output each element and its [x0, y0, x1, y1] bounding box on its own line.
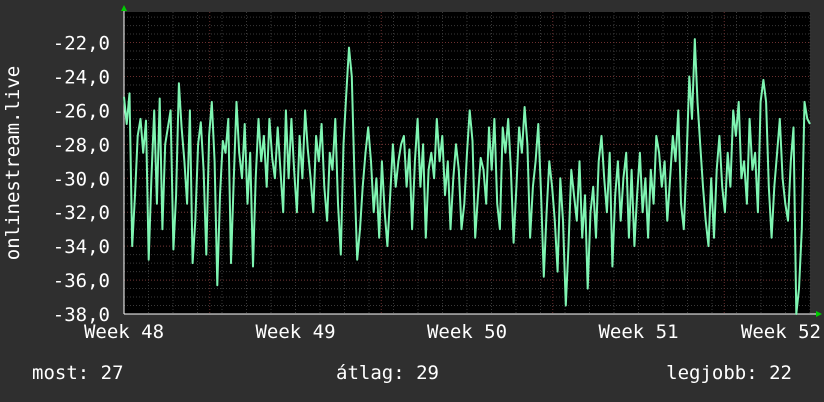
y-tick-label: -36,0: [53, 270, 110, 292]
y-axis-arrow-icon: [121, 5, 127, 11]
x-axis-arrow-icon: [816, 311, 822, 317]
y-axis-ticks: -38,0 -36,0 -34,0 -32,0 -30,0 -28,0 -26,0 -24,0…: [53, 33, 110, 326]
x-tick-label: Week 50: [427, 321, 507, 343]
series-line: [123, 38, 811, 315]
x-tick-label: Week 51: [598, 321, 678, 343]
y-axis-label: onlinestream.live: [2, 66, 24, 260]
x-axis-ticks: Week 48 Week 49 Week 50 Week 51 Week 52: [84, 321, 821, 343]
stat-current: most: 27: [32, 362, 124, 384]
axes: [121, 5, 822, 317]
y-tick-label: -22,0: [53, 33, 110, 55]
y-tick-label: -24,0: [53, 66, 110, 88]
grid: [123, 12, 811, 315]
stats-bar: most: 27 átlag: 29 legjobb: 22: [0, 360, 824, 390]
y-tick-label: -30,0: [53, 168, 110, 190]
stat-best: legjobb: 22: [666, 362, 792, 384]
x-tick-label: Week 52: [741, 321, 821, 343]
y-tick-label: -26,0: [53, 100, 110, 122]
series-group: [123, 38, 811, 315]
x-tick-label: Week 48: [84, 321, 164, 343]
y-tick-label: -28,0: [53, 134, 110, 156]
y-tick-label: -32,0: [53, 202, 110, 224]
y-tick-label: -38,0: [53, 304, 110, 326]
y-tick-label: -34,0: [53, 236, 110, 258]
stat-average: átlag: 29: [336, 362, 439, 384]
x-tick-label: Week 49: [255, 321, 335, 343]
